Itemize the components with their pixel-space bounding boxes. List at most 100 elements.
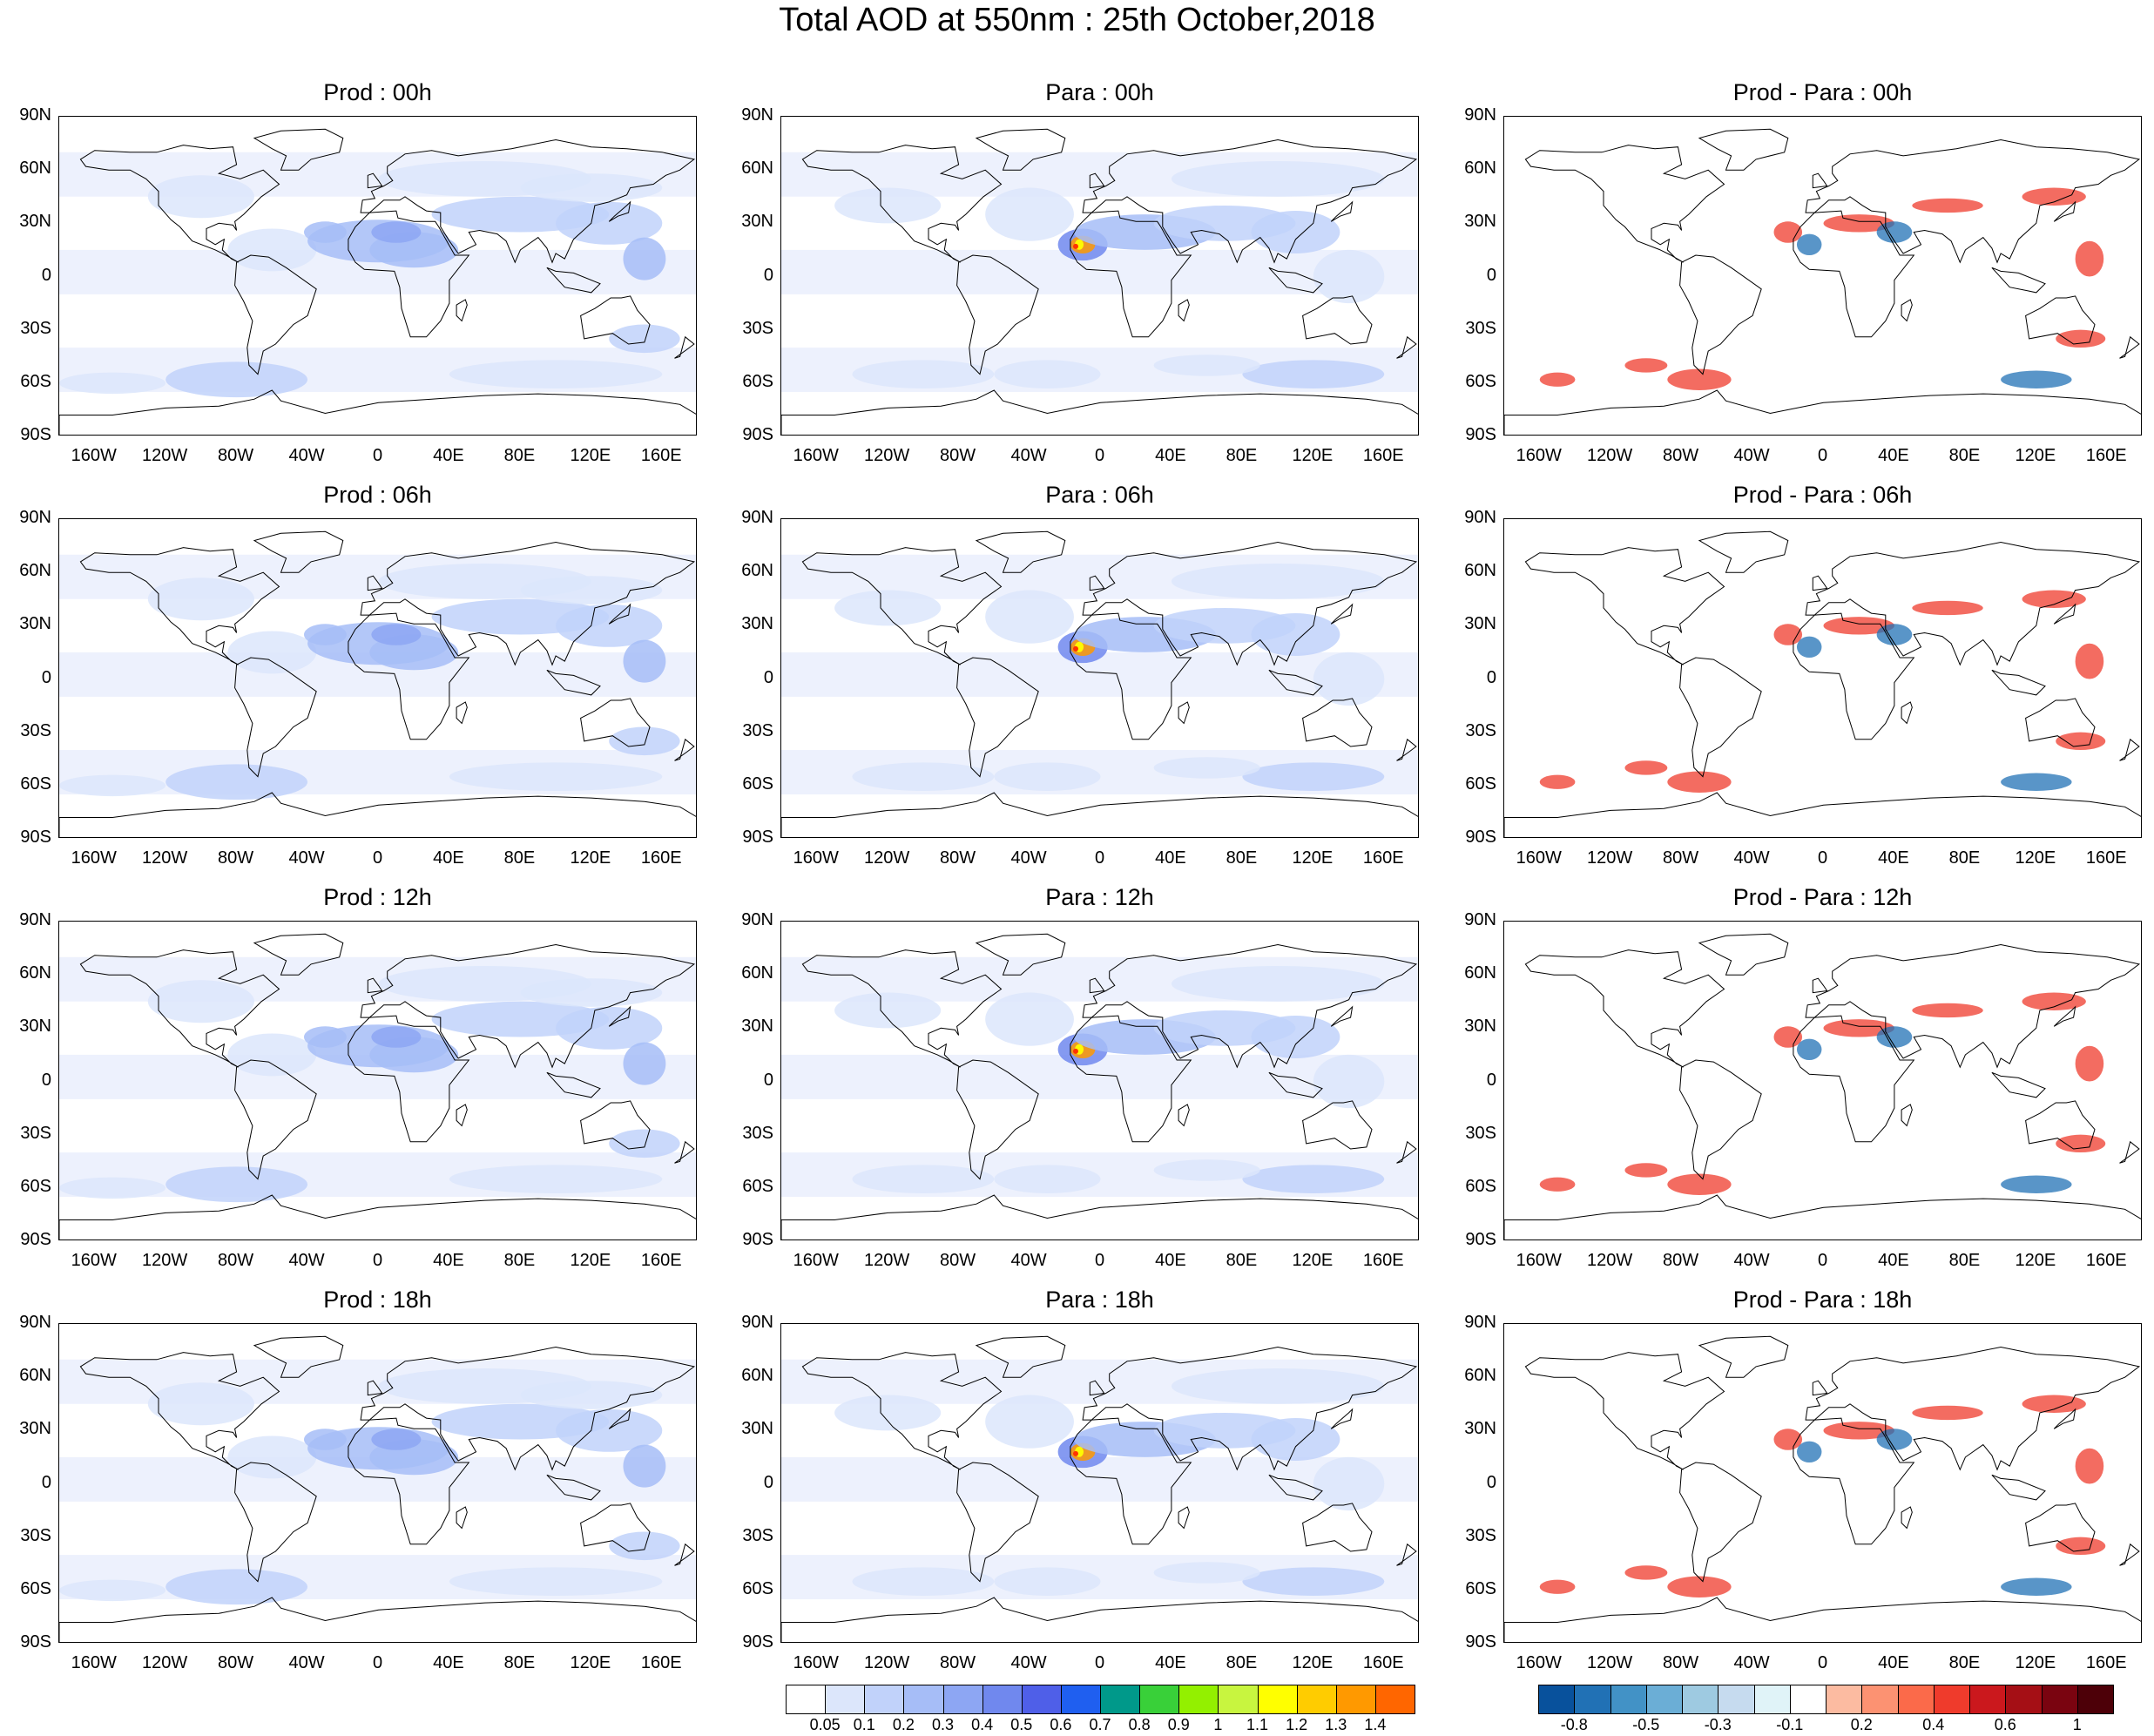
longitude-label: 40W [288,848,325,868]
negative-difference-patch [2001,370,2072,388]
latitude-label: 90N [19,508,51,527]
latitude-label: 30S [1465,720,1496,740]
coastline-antarctica [59,1597,696,1642]
negative-difference-patch [1796,636,1822,659]
longitude-label: 80E [1226,446,1258,465]
longitude-label: 0 [372,1251,383,1270]
coastline-greenland [1698,1335,1789,1378]
longitude-label: 80E [1226,1653,1258,1672]
coastline-antarctica [1504,389,2141,435]
para-map-panel [780,1323,1419,1643]
aerosol-plume [985,992,1074,1046]
aerosol-plume [556,1408,663,1452]
coastline-madagascar [456,299,468,322]
colorbar-swatch [1021,1685,1062,1714]
coastline-greenland [975,1335,1066,1378]
diff-colorbar-label: -0.5 [1632,1716,1660,1733]
aerosol-plume [609,324,680,354]
longitude-label: 40E [433,446,464,465]
panel-title: Para : 18h [1045,1287,1154,1313]
longitude-label: 160W [793,1653,839,1672]
aerosol-plume [449,360,663,388]
positive-difference-patch [2056,329,2106,348]
latitude-label: 60N [741,1366,773,1386]
aerosol-plume [1171,965,1385,1002]
colorbar-swatch [942,1685,983,1714]
para-map-panel [780,518,1419,838]
positive-difference-patch [2075,1448,2104,1484]
aerosol-plume [1313,652,1385,706]
longitude-label: 160E [2085,1653,2127,1672]
aerosol-plume [227,1033,317,1077]
aod-colorbar-label: 1.1 [1246,1716,1269,1733]
latitude-label: 90S [20,1230,51,1249]
positive-difference-patch [1624,1565,1668,1580]
latitude-label: 90N [19,910,51,929]
coastline-madagascar [1178,701,1190,725]
latitude-label: 30S [1465,1123,1496,1143]
longitude-label: 120E [1292,1653,1334,1672]
aerosol-plume [1153,1562,1260,1584]
colorbar-swatch [1218,1685,1259,1714]
aerosol-plume [227,228,317,272]
aerosol-plume [520,1381,663,1409]
positive-difference-patch [1539,1177,1576,1192]
coastline-australia [2025,698,2096,747]
latitude-label: 30N [19,212,51,232]
coastline-greenland [253,128,344,171]
coastline-antarctica [1504,1194,2141,1240]
aerosol-plume [623,639,666,683]
latitude-label: 30S [742,1123,773,1143]
latitude-label: 90S [742,1230,773,1249]
longitude-label: 120W [142,446,188,465]
longitude-label: 160W [793,848,839,868]
longitude-label: 40E [433,1653,464,1672]
coastline-madagascar [1901,1104,1913,1127]
diff-colorbar-label: 0.2 [1850,1716,1873,1733]
coastline-uk [1089,1380,1105,1396]
latitude-label: 90N [1464,508,1496,527]
coastline-south-america [234,1462,317,1583]
colorbar-swatch [1682,1685,1719,1714]
positive-difference-patch [2022,1395,2086,1413]
aod-colorbar-label: 1 [1213,1716,1223,1733]
coastline-eurasia [1082,138,1418,264]
latitude-label: 90S [20,425,51,444]
positive-difference-patch [1773,624,1803,645]
aerosol-plume [59,774,166,797]
aod-colorbar-label: 0.4 [971,1716,994,1733]
longitude-label: 40W [288,1653,325,1672]
latitude-label: 60S [742,1176,773,1196]
longitude-label: 120E [570,1251,611,1270]
positive-difference-patch [1912,198,1983,213]
latitude-label: 60S [1465,773,1496,794]
coastline-madagascar [1901,701,1913,725]
panel-title: Para : 06h [1045,482,1154,508]
latitude-label: 60N [1464,963,1496,983]
aerosol-plume [623,1444,666,1488]
longitude-label: 80E [503,446,536,465]
coastline-madagascar [1178,1104,1190,1127]
latitude-label: 90S [742,1632,773,1652]
diff-map-panel [1503,1323,2142,1643]
coastline-indonesia [1991,669,2046,696]
coastline-newzealand [1396,738,1417,761]
coastline-madagascar [1901,1506,1913,1530]
panel-title: Prod - Para : 06h [1732,482,1913,508]
coastline-antarctica [1504,1597,2141,1642]
longitude-label: 0 [1094,446,1105,465]
longitude-label: 40W [1733,1653,1770,1672]
longitude-label: 0 [372,1653,383,1672]
longitude-label: 120W [142,1251,188,1270]
aod-colorbar-label: 0.5 [1010,1716,1033,1733]
colorbar-swatch [1718,1685,1755,1714]
panel-title: Prod : 00h [323,79,432,105]
aod-colorbar-label: 0.8 [1128,1716,1151,1733]
latitude-label: 0 [1486,1472,1496,1492]
longitude-label: 40W [1733,848,1770,868]
coastline-north-america [801,547,1003,665]
positive-difference-patch [1667,771,1732,793]
coastline-newzealand [1396,335,1417,359]
latitude-label: 60S [742,773,773,794]
diff-map-panel [1503,518,2142,838]
